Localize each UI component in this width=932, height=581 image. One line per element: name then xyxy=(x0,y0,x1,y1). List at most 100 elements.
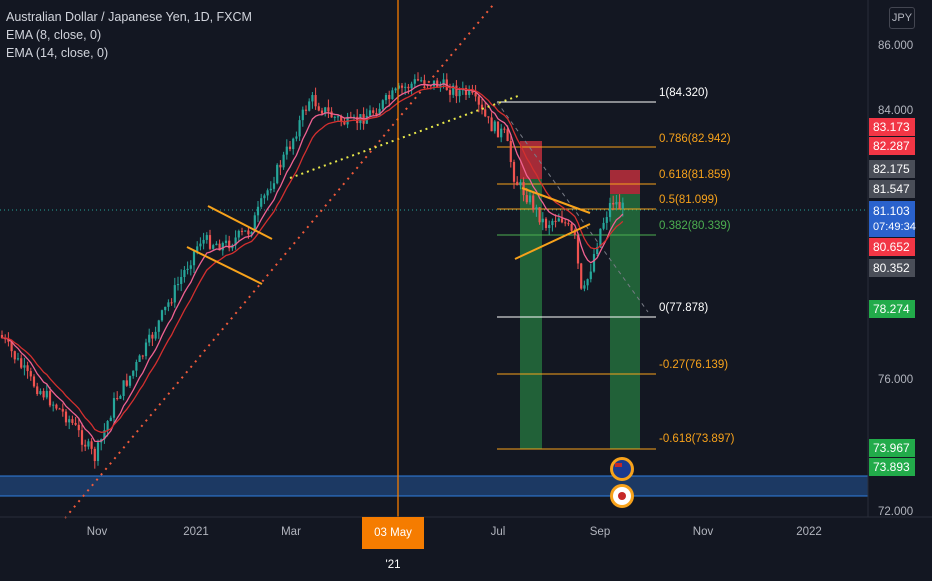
fib-label: -0.27(76.139) xyxy=(659,359,729,371)
candle-body xyxy=(372,110,375,113)
candle-body xyxy=(375,112,378,116)
candle-body xyxy=(32,376,36,387)
short-position-stop-zone-1 xyxy=(520,141,542,179)
candle-body xyxy=(535,207,538,210)
candle-body xyxy=(304,109,308,111)
price-tag: 73.893 xyxy=(869,458,915,476)
time-axis-label: Mar xyxy=(281,526,301,538)
candle-body xyxy=(122,380,125,396)
candle-body xyxy=(269,188,272,191)
candle-body xyxy=(503,128,506,130)
candle-body xyxy=(426,85,429,87)
candle-body xyxy=(554,220,557,222)
candle-body xyxy=(432,80,436,87)
candle-body xyxy=(333,116,336,118)
candle-body xyxy=(452,85,455,95)
candle-body xyxy=(423,80,426,86)
candle-body xyxy=(567,223,570,225)
candle-body xyxy=(138,355,141,362)
price-tag: 73.967 xyxy=(869,439,915,457)
candle-body xyxy=(116,398,119,400)
wedge-line-upper xyxy=(521,187,591,214)
candle-body xyxy=(468,89,471,95)
candle-body xyxy=(61,408,64,412)
candle-body xyxy=(13,351,16,360)
time-axis-label: 2021 xyxy=(183,526,209,538)
candle-body xyxy=(90,441,93,449)
candle-body xyxy=(144,342,148,357)
candle-body xyxy=(506,129,509,141)
candle-body xyxy=(58,408,61,410)
candle-body xyxy=(320,110,324,114)
time-axis-label: Sep xyxy=(589,526,611,538)
time-axis-label: Jul xyxy=(490,526,506,538)
ema-14-line xyxy=(1,85,624,433)
candle-body xyxy=(45,390,48,398)
candle-body xyxy=(605,217,608,223)
candle-body xyxy=(416,79,420,81)
candle-body xyxy=(52,404,55,406)
candle-body xyxy=(519,182,522,186)
candle-body xyxy=(260,198,263,207)
candle-body xyxy=(327,107,330,112)
candle-body xyxy=(439,85,442,88)
candle-body xyxy=(36,386,39,394)
candle-body xyxy=(493,121,496,132)
price-tag: 80.652 xyxy=(869,238,915,256)
fib-label: -0.618(73.897) xyxy=(659,433,735,445)
candle-body xyxy=(141,355,144,357)
candle-body xyxy=(410,83,413,89)
candle-body xyxy=(592,254,596,272)
bar-countdown: 07:49:34 xyxy=(873,221,916,233)
candle-body xyxy=(464,87,468,95)
candle-body xyxy=(474,92,477,97)
candle-body xyxy=(420,80,423,82)
candle-body xyxy=(205,235,208,240)
candle-body xyxy=(96,442,100,462)
candle-body xyxy=(16,358,20,360)
fib-label: 0.382(80.339) xyxy=(659,220,731,232)
time-axis-label: Nov xyxy=(692,526,714,538)
candle-body xyxy=(256,206,260,216)
candle-body xyxy=(68,419,71,423)
candle-body xyxy=(343,121,346,125)
symbol-title[interactable]: Australian Dollar / Japanese Yen, 1D, FX… xyxy=(6,10,252,24)
candle-body xyxy=(176,283,180,286)
candle-body xyxy=(608,202,612,218)
candle-body xyxy=(596,246,599,255)
candle-body xyxy=(74,422,77,425)
short-position-stop-zone-2 xyxy=(610,170,640,194)
price-chart[interactable] xyxy=(0,0,932,550)
candle-body xyxy=(400,85,404,88)
candle-body xyxy=(413,79,416,84)
candle-body xyxy=(221,243,224,251)
candle-body xyxy=(80,430,84,445)
candle-body xyxy=(266,190,269,196)
candle-body xyxy=(458,90,461,97)
candle-body xyxy=(298,120,301,137)
currency-button[interactable]: JPY xyxy=(889,7,915,29)
price-tag: 78.274 xyxy=(869,300,915,318)
ema-14-legend[interactable]: EMA (14, close, 0) xyxy=(6,46,109,60)
candle-body xyxy=(557,218,560,222)
candle-body xyxy=(106,421,109,431)
current-price-tag: 81.103 07:49:34 xyxy=(869,201,916,237)
ema-8-line xyxy=(1,82,624,443)
candle-body xyxy=(148,334,151,343)
candle-body xyxy=(215,243,218,246)
candle-body xyxy=(336,116,340,118)
candle-body xyxy=(288,146,292,150)
neckline xyxy=(289,95,519,179)
candle-body xyxy=(548,225,551,228)
candle-body xyxy=(199,243,202,247)
ema-8-legend[interactable]: EMA (8, close, 0) xyxy=(6,28,102,42)
time-axis-label: Nov xyxy=(86,526,108,538)
candle-body xyxy=(167,302,170,307)
candle-body xyxy=(368,110,372,116)
candle-body xyxy=(576,235,580,264)
candle-body xyxy=(618,201,621,209)
candle-body xyxy=(180,277,183,284)
candle-body xyxy=(295,136,298,139)
flag-line-upper xyxy=(207,205,273,240)
candle-body xyxy=(93,448,96,462)
